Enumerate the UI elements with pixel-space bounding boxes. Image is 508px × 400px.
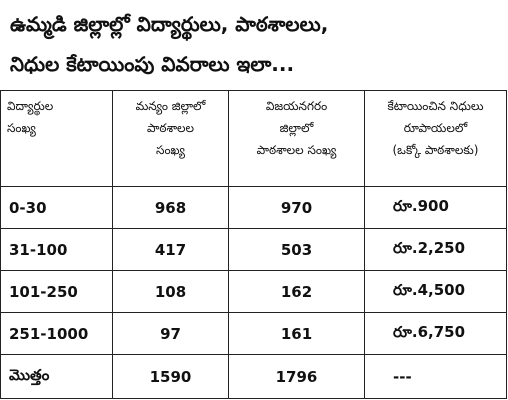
cell-manyam: 417 [112, 228, 229, 271]
header-students-count: విద్యార్థుల సంఖ్య [0, 90, 113, 187]
cell-range: 0-30 [0, 186, 113, 229]
cell-vizianagaram: 970 [228, 186, 365, 229]
table-row: 0-30 968 970 రూ.900 [0, 186, 507, 229]
cell-vizianagaram: 162 [228, 270, 365, 313]
cell-funds: రూ.900 [364, 186, 507, 229]
table-row: 251-1000 97 161 రూ.6,750 [0, 312, 507, 355]
header-vizianagaram-schools: విజయనగరం జిల్లాలో పాఠశాలల సంఖ్య [228, 90, 365, 187]
title-line-2: నిధుల కేటాయింపు వివరాలు ఇలా... [10, 52, 295, 76]
cell-manyam-total: 1590 [112, 354, 229, 399]
cell-range: 101-250 [0, 270, 113, 313]
cell-funds: రూ.6,750 [364, 312, 507, 355]
table-row: 101-250 108 162 రూ.4,500 [0, 270, 507, 313]
cell-range: 251-1000 [0, 312, 113, 355]
header-allocated-funds: కేటాయించిన నిధులు రూపాయలలో (ఒక్కో పాఠశాల… [364, 90, 507, 187]
cell-manyam: 968 [112, 186, 229, 229]
table-header-row: విద్యార్థుల సంఖ్య మన్యం జిల్లాలో పాఠశాలల… [0, 90, 507, 187]
cell-vizianagaram: 161 [228, 312, 365, 355]
article-title: ఉమ్మడి జిల్లాల్లో విద్యార్థులు, పాఠశాలలు… [10, 4, 502, 84]
cell-funds: రూ.4,500 [364, 270, 507, 313]
cell-range: 31-100 [0, 228, 113, 271]
cell-manyam: 108 [112, 270, 229, 313]
cell-total-label: మొత్తం [0, 354, 113, 399]
title-line-1: ఉమ్మడి జిల్లాల్లో విద్యార్థులు, పాఠశాలలు… [10, 12, 329, 36]
cell-funds-total: --- [364, 354, 507, 399]
cell-manyam: 97 [112, 312, 229, 355]
cell-vizianagaram: 503 [228, 228, 365, 271]
table-total-row: మొత్తం 1590 1796 --- [0, 354, 507, 399]
cell-vizianagaram-total: 1796 [228, 354, 365, 399]
data-table: విద్యార్థుల సంఖ్య మన్యం జిల్లాలో పాఠశాలల… [0, 90, 507, 399]
cell-funds: రూ.2,250 [364, 228, 507, 271]
table-row: 31-100 417 503 రూ.2,250 [0, 228, 507, 271]
header-manyam-schools: మన్యం జిల్లాలో పాఠశాలల సంఖ్య [112, 90, 229, 187]
